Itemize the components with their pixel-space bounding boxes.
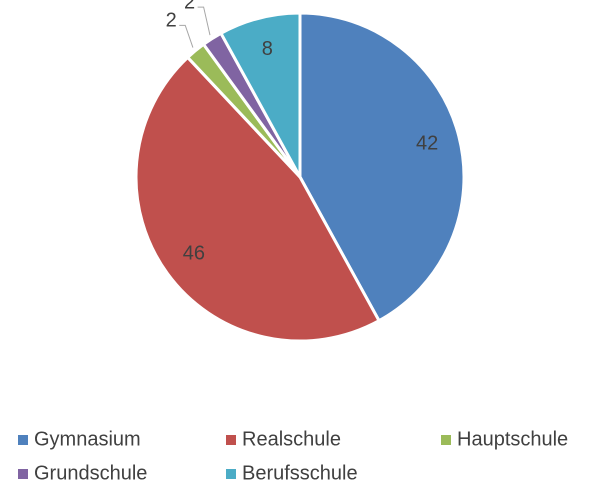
- legend-label: Gymnasium: [34, 428, 141, 450]
- pie-slice: [134, 55, 382, 343]
- data-label: 8: [262, 38, 273, 60]
- data-label: 42: [416, 133, 438, 155]
- data-label: 2: [166, 10, 177, 32]
- leader-line: [179, 24, 194, 48]
- legend-swatch: [226, 469, 236, 479]
- legend-swatch: [18, 435, 28, 445]
- data-label: 2: [184, 0, 195, 13]
- legend-swatch: [18, 469, 28, 479]
- legend-label: Grundschule: [34, 462, 147, 484]
- legend-swatch: [226, 435, 236, 445]
- pie-slice: [218, 11, 302, 178]
- leader-line: [197, 6, 211, 36]
- legend-label: Berufsschule: [242, 462, 358, 484]
- legend-swatch: [441, 435, 451, 445]
- legend-label: Realschule: [242, 428, 341, 450]
- legend-label: Hauptschule: [457, 428, 568, 450]
- pie-slice: [298, 11, 466, 323]
- data-label: 46: [183, 242, 205, 264]
